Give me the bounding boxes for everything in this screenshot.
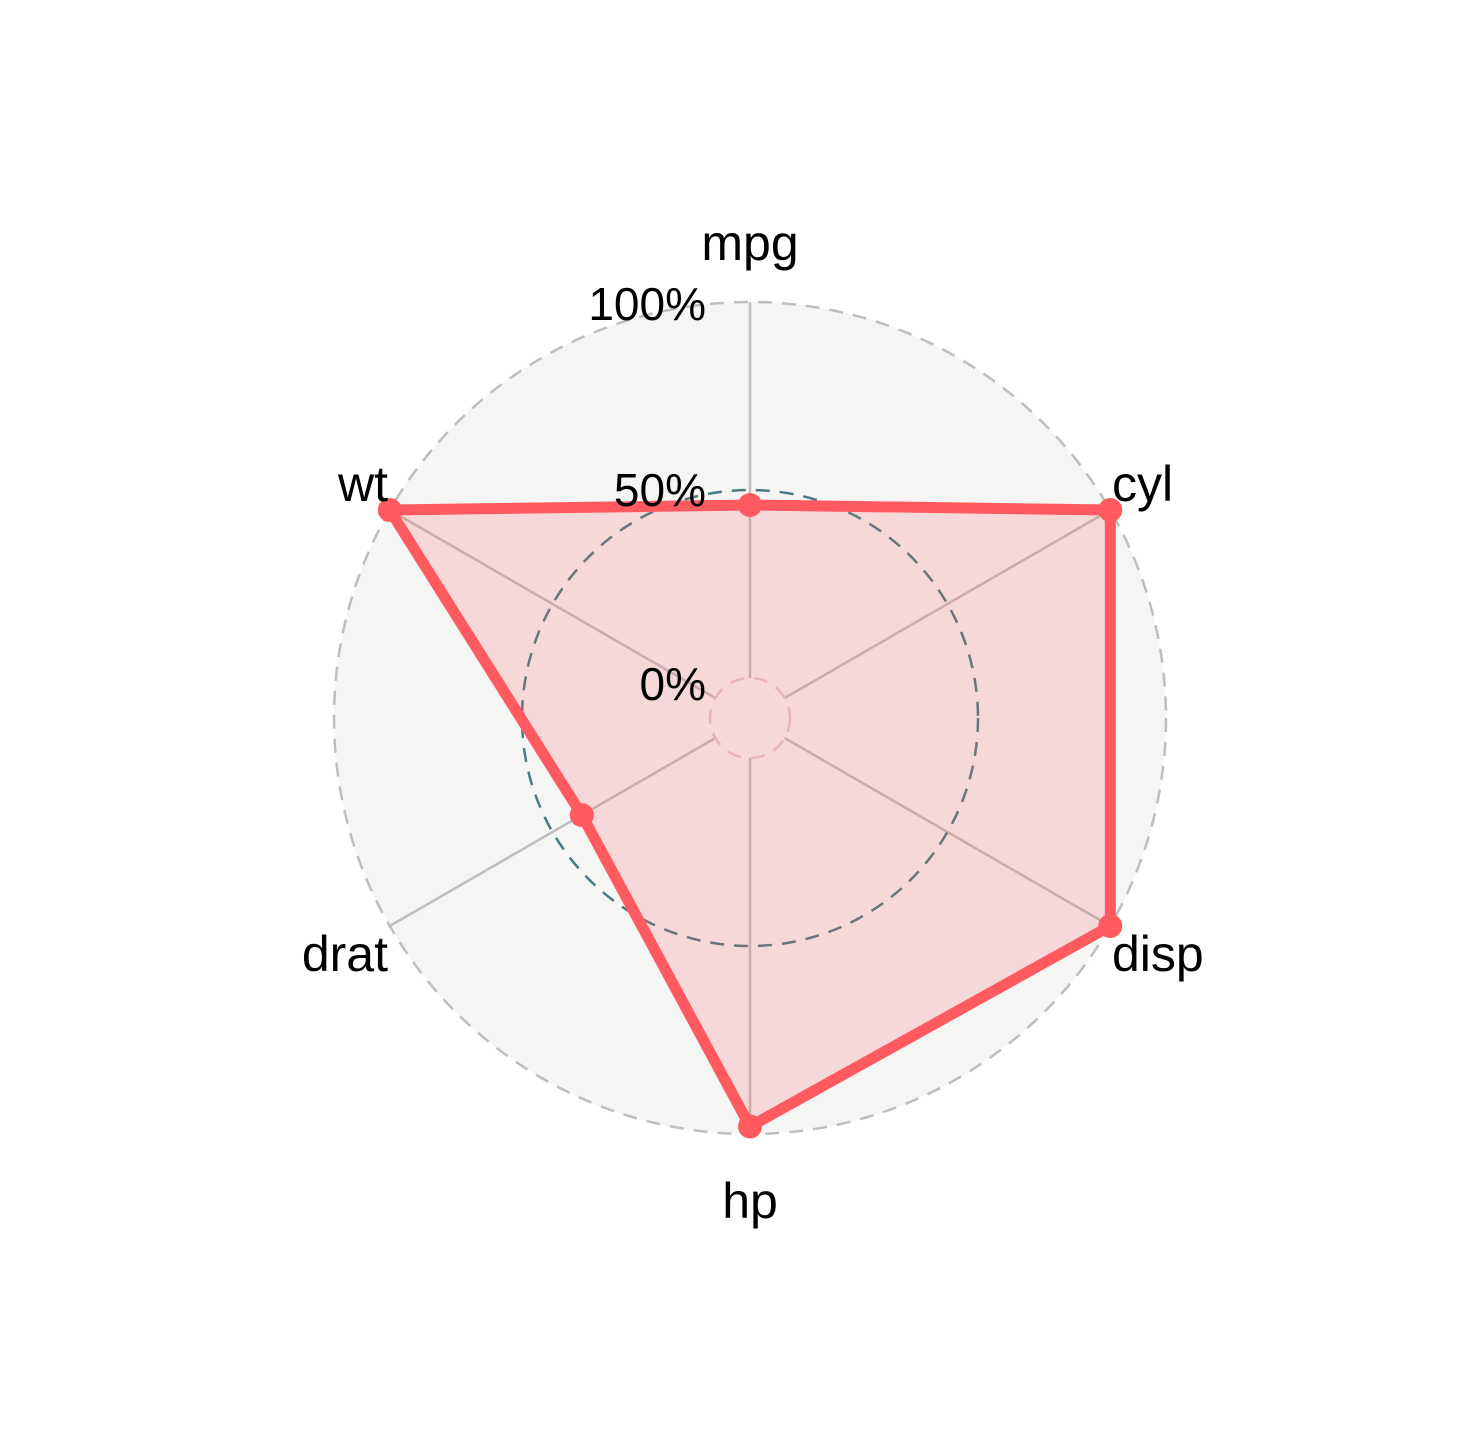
axis-label-wt: wt [337,456,388,512]
axis-label-hp: hp [722,1173,778,1229]
axis-line-drat [389,736,716,928]
grid-circle-inner [708,676,792,760]
data-point-drat [569,803,594,828]
radar-series [377,493,1123,1139]
data-point-mpg [738,493,762,518]
radar-labels: 0% 50% 100% mpg cyl disp hp drat wt [302,215,1204,1229]
data-point-wt [377,498,402,522]
axis-label-cyl: cyl [1112,456,1173,512]
data-point-cyl [1098,498,1123,522]
axis-line-disp [784,736,1111,928]
grid-label-2: 100% [588,278,706,330]
data-point-disp [1098,914,1123,938]
series-area [389,505,1111,1127]
axis-line-cyl [784,508,1111,700]
radar-axis-lines [389,302,1111,1134]
grid-circle-mid [520,488,980,948]
axis-line-wt [389,508,716,700]
axis-label-mpg: mpg [701,215,798,271]
data-point-hp [738,1114,762,1139]
grid-label-1: 50% [614,464,706,516]
axis-label-disp: disp [1112,926,1204,982]
grid-label-0: 0% [640,658,706,710]
axis-label-drat: drat [302,926,388,982]
